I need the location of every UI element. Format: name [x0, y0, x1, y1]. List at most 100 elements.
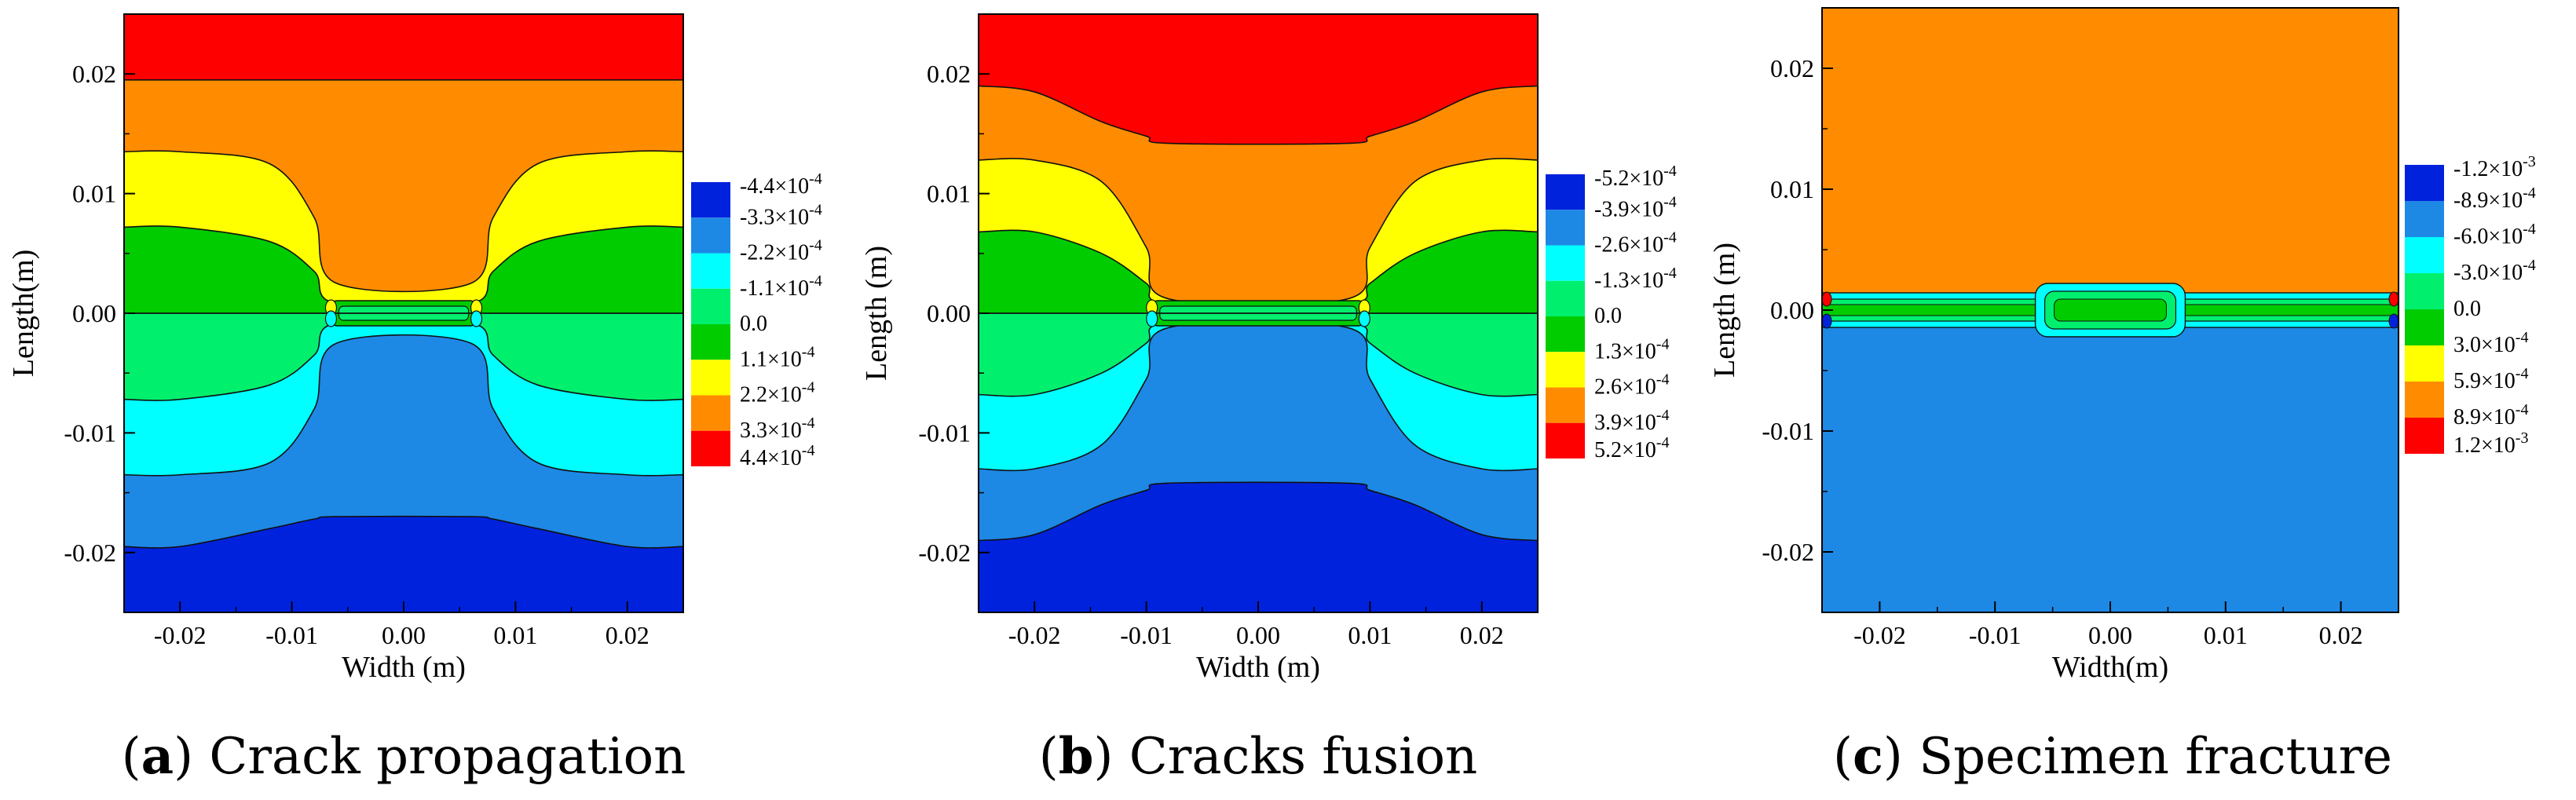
- legend-exponent: -4: [1656, 371, 1670, 389]
- y-tick-label: 0.01: [72, 180, 116, 208]
- legend-label: -2.6×10-4: [1594, 229, 1677, 258]
- plot-area: [979, 14, 1538, 612]
- panel-caption: (a) Crack propagation: [122, 727, 686, 786]
- edge-tip: [1822, 313, 1832, 329]
- y-axis-label: Length (m): [1708, 243, 1741, 378]
- contour-band: [124, 225, 683, 313]
- x-tick-label: 0.00: [2088, 621, 2132, 649]
- legend-swatch: [1546, 352, 1585, 388]
- x-tick-label: -0.01: [1969, 621, 2022, 649]
- y-tick-label: 0.00: [72, 299, 116, 327]
- y-tick-label: 0.01: [927, 180, 971, 208]
- edge-tip: [1822, 291, 1832, 307]
- y-tick-label: -0.01: [1762, 417, 1814, 445]
- legend-swatch: [2405, 237, 2444, 273]
- legend-exponent: -4: [1663, 229, 1677, 247]
- legend-label: 1.1×10-4: [740, 343, 814, 371]
- legend-swatch: [691, 360, 730, 396]
- legend-exponent: -4: [1656, 434, 1670, 451]
- legend-exponent: -4: [2523, 184, 2536, 202]
- legend-exponent: -4: [809, 272, 822, 290]
- legend-label: 1.3×10-4: [1594, 335, 1669, 363]
- plot-area: [1822, 8, 2399, 612]
- legend-label: 3.9×10-4: [1594, 407, 1669, 435]
- legend-swatch: [2405, 418, 2444, 454]
- y-axis-label: Length (m): [860, 246, 893, 381]
- legend-label: -1.3×10-4: [1594, 265, 1677, 293]
- fracture-center: [2054, 298, 2167, 322]
- crack-tip: [1358, 310, 1370, 327]
- x-tick-label: -0.02: [1008, 621, 1061, 649]
- legend-swatch: [691, 217, 730, 254]
- x-tick-label: -0.02: [1853, 621, 1906, 649]
- legend-label: 1.2×10-3: [2453, 429, 2528, 458]
- legend-swatch: [2405, 201, 2444, 237]
- contour-line: [124, 150, 683, 293]
- legend-label: 0.0: [740, 312, 767, 336]
- y-tick-label: 0.02: [1770, 54, 1814, 82]
- legend-swatch: [2405, 165, 2444, 201]
- x-tick-label: 0.01: [493, 621, 537, 649]
- contour-line: [979, 85, 1538, 145]
- legend-swatch: [691, 288, 730, 324]
- legend-exponent: -3: [2516, 429, 2529, 447]
- x-tick-label: 0.02: [1460, 621, 1504, 649]
- crack-tip: [324, 310, 338, 327]
- legend-label: -1.2×10-3: [2453, 153, 2536, 181]
- crack-tip: [1146, 310, 1158, 327]
- legend-label: 5.9×10-4: [2453, 365, 2528, 393]
- contour-line: [979, 481, 1538, 542]
- legend-label: 3.0×10-4: [2453, 329, 2528, 357]
- legend-label: -5.2×10-4: [1594, 163, 1677, 191]
- contour-band: [124, 516, 683, 612]
- crack-tip: [470, 310, 483, 327]
- legend-swatch: [2405, 273, 2444, 309]
- x-tick-label: 0.00: [1236, 621, 1280, 649]
- legend-exponent: -4: [2516, 329, 2529, 346]
- legend-swatch: [2405, 309, 2444, 345]
- legend-swatch: [1546, 422, 1585, 458]
- x-tick-label: -0.01: [1120, 621, 1173, 649]
- legend-exponent: -4: [802, 442, 815, 459]
- legend-exponent: -4: [2516, 365, 2529, 382]
- x-axis-label: Width(m): [2052, 651, 2168, 684]
- x-axis-label: Width (m): [342, 651, 466, 684]
- region-lower: [1822, 310, 2399, 612]
- y-tick-label: 0.00: [927, 299, 971, 327]
- legend-exponent: -4: [809, 201, 822, 218]
- legend-exponent: -4: [2516, 401, 2529, 418]
- chart-panel-a: -0.02 -0.01 0.00 0.01 0.02 0.02 0.01 0.00 -0.01 -…: [7, 13, 822, 786]
- y-tick-label: -0.01: [918, 418, 971, 447]
- y-tick-label: 0.01: [1770, 175, 1814, 203]
- legend-exponent: -4: [2523, 257, 2536, 274]
- legend-swatch: [691, 430, 730, 466]
- legend-label: -3.9×10-4: [1594, 193, 1677, 221]
- legend-label: 2.2×10-4: [740, 379, 814, 407]
- legend-label: -3.0×10-4: [2453, 257, 2536, 285]
- legend-label: -3.3×10-4: [740, 201, 822, 229]
- legend-swatch: [691, 395, 730, 431]
- region-upper: [1822, 8, 2399, 310]
- x-tick-label: 0.01: [2204, 621, 2248, 649]
- contour-line: [124, 334, 683, 477]
- legend-exponent: -3: [2523, 153, 2536, 170]
- x-tick-label: 0.01: [1348, 621, 1392, 649]
- edge-tip: [2388, 313, 2399, 329]
- y-tick-label: -0.02: [64, 539, 116, 567]
- contour-line: [124, 515, 683, 549]
- panel-caption: (c) Specimen fracture: [1833, 727, 2392, 786]
- legend-label: 2.6×10-4: [1594, 371, 1669, 400]
- legend-label: 8.9×10-4: [2453, 401, 2528, 429]
- legend-exponent: -4: [2523, 221, 2536, 238]
- legend-swatch: [1546, 316, 1585, 353]
- legend-label: -8.9×10-4: [2453, 184, 2536, 213]
- y-axis-label: Length(m): [7, 250, 40, 378]
- contour-band: [979, 230, 1538, 313]
- legend-exponent: -4: [1656, 335, 1670, 353]
- x-tick-label: 0.02: [606, 621, 649, 649]
- y-tick-label: -0.02: [1762, 538, 1814, 566]
- legend-label: 5.2×10-4: [1594, 434, 1669, 462]
- legend-label: 4.4×10-4: [740, 442, 814, 470]
- legend-swatch: [1546, 280, 1585, 316]
- legend-exponent: -4: [802, 415, 815, 432]
